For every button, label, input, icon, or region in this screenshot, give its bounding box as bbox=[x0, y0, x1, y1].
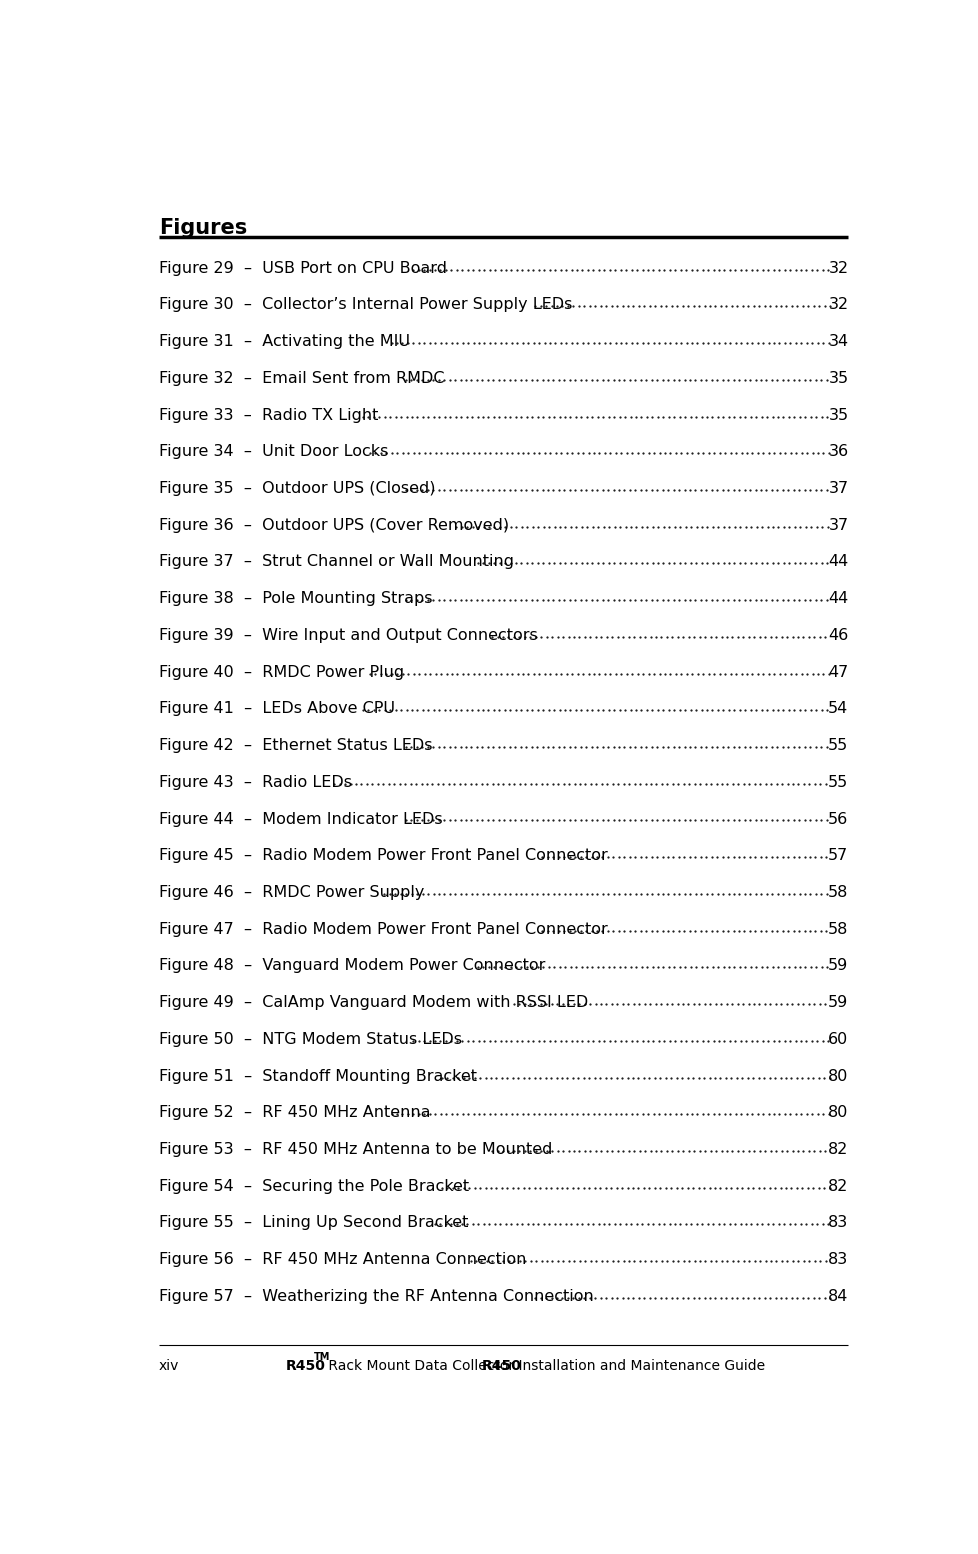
Text: Figure 48  –  Vanguard Modem Power Connector: Figure 48 – Vanguard Modem Power Connect… bbox=[158, 959, 545, 973]
Text: 58: 58 bbox=[827, 884, 848, 900]
Text: 84: 84 bbox=[827, 1288, 848, 1304]
Text: 82: 82 bbox=[827, 1142, 848, 1158]
Text: Figure 38  –  Pole Mounting Straps: Figure 38 – Pole Mounting Straps bbox=[158, 591, 432, 606]
Text: 55: 55 bbox=[827, 775, 848, 789]
Text: 35: 35 bbox=[827, 407, 848, 423]
Text: Figures: Figures bbox=[158, 218, 246, 238]
Text: Figure 41  –  LEDs Above CPU: Figure 41 – LEDs Above CPU bbox=[158, 701, 394, 716]
Text: 32: 32 bbox=[827, 261, 848, 275]
Text: 36: 36 bbox=[827, 444, 848, 460]
Text: 37: 37 bbox=[827, 517, 848, 533]
Text: Figure 37  –  Strut Channel or Wall Mounting: Figure 37 – Strut Channel or Wall Mounti… bbox=[158, 555, 513, 569]
Text: 34: 34 bbox=[827, 334, 848, 350]
Text: R450: R450 bbox=[481, 1360, 521, 1374]
Text: Figure 31  –  Activating the MIU: Figure 31 – Activating the MIU bbox=[158, 334, 410, 350]
Text: 54: 54 bbox=[827, 701, 848, 716]
Text: Figure 57  –  Weatherizing the RF Antenna Connection: Figure 57 – Weatherizing the RF Antenna … bbox=[158, 1288, 593, 1304]
Text: Figure 32  –  Email Sent from RMDC: Figure 32 – Email Sent from RMDC bbox=[158, 371, 444, 385]
Text: 83: 83 bbox=[827, 1215, 848, 1231]
Text: xiv: xiv bbox=[158, 1360, 179, 1374]
Text: 59: 59 bbox=[827, 995, 848, 1010]
Text: 82: 82 bbox=[827, 1179, 848, 1193]
Text: 55: 55 bbox=[827, 738, 848, 754]
Text: Figure 36  –  Outdoor UPS (Cover Removed): Figure 36 – Outdoor UPS (Cover Removed) bbox=[158, 517, 509, 533]
Text: Figure 40  –  RMDC Power Plug: Figure 40 – RMDC Power Plug bbox=[158, 665, 404, 679]
Text: Figure 50  –  NTG Modem Status LEDs: Figure 50 – NTG Modem Status LEDs bbox=[158, 1032, 462, 1047]
Text: 46: 46 bbox=[827, 628, 848, 643]
Text: Figure 29  –  USB Port on CPU Board: Figure 29 – USB Port on CPU Board bbox=[158, 261, 446, 275]
Text: 37: 37 bbox=[827, 482, 848, 496]
Text: Figure 54  –  Securing the Pole Bracket: Figure 54 – Securing the Pole Bracket bbox=[158, 1179, 468, 1193]
Text: 80: 80 bbox=[827, 1105, 848, 1120]
Text: Figure 47  –  Radio Modem Power Front Panel Connector: Figure 47 – Radio Modem Power Front Pane… bbox=[158, 922, 607, 937]
Text: Figure 46  –  RMDC Power Supply: Figure 46 – RMDC Power Supply bbox=[158, 884, 423, 900]
Text: 44: 44 bbox=[827, 555, 848, 569]
Text: R450: R450 bbox=[286, 1360, 325, 1374]
Text: 59: 59 bbox=[827, 959, 848, 973]
Text: Figure 34  –  Unit Door Locks: Figure 34 – Unit Door Locks bbox=[158, 444, 387, 460]
Text: 32: 32 bbox=[827, 297, 848, 312]
Text: 44: 44 bbox=[827, 591, 848, 606]
Text: 80: 80 bbox=[827, 1069, 848, 1083]
Text: Figure 53  –  RF 450 MHz Antenna to be Mounted: Figure 53 – RF 450 MHz Antenna to be Mou… bbox=[158, 1142, 552, 1158]
Text: Figure 35  –  Outdoor UPS (Closed): Figure 35 – Outdoor UPS (Closed) bbox=[158, 482, 435, 496]
Text: 47: 47 bbox=[827, 665, 848, 679]
Text: Rack Mount Data Collector Installation and Maintenance Guide: Rack Mount Data Collector Installation a… bbox=[324, 1360, 764, 1374]
Text: Figure 30  –  Collector’s Internal Power Supply LEDs: Figure 30 – Collector’s Internal Power S… bbox=[158, 297, 571, 312]
Text: Figure 49  –  CalAmp Vanguard Modem with RSSI LED: Figure 49 – CalAmp Vanguard Modem with R… bbox=[158, 995, 588, 1010]
Text: Figure 39  –  Wire Input and Output Connectors: Figure 39 – Wire Input and Output Connec… bbox=[158, 628, 537, 643]
Text: 60: 60 bbox=[827, 1032, 848, 1047]
Text: Figure 56  –  RF 450 MHz Antenna Connection: Figure 56 – RF 450 MHz Antenna Connectio… bbox=[158, 1253, 525, 1267]
Text: 57: 57 bbox=[827, 848, 848, 862]
Text: TM: TM bbox=[313, 1352, 330, 1361]
Text: Figure 51  –  Standoff Mounting Bracket: Figure 51 – Standoff Mounting Bracket bbox=[158, 1069, 476, 1083]
Text: 35: 35 bbox=[827, 371, 848, 385]
Text: Figure 43  –  Radio LEDs: Figure 43 – Radio LEDs bbox=[158, 775, 351, 789]
Text: Figure 44  –  Modem Indicator LEDs: Figure 44 – Modem Indicator LEDs bbox=[158, 811, 442, 827]
Text: 56: 56 bbox=[827, 811, 848, 827]
Text: 58: 58 bbox=[827, 922, 848, 937]
Text: Figure 42  –  Ethernet Status LEDs: Figure 42 – Ethernet Status LEDs bbox=[158, 738, 432, 754]
Text: 83: 83 bbox=[827, 1253, 848, 1267]
Text: Figure 45  –  Radio Modem Power Front Panel Connector: Figure 45 – Radio Modem Power Front Pane… bbox=[158, 848, 607, 862]
Text: Figure 55  –  Lining Up Second Bracket: Figure 55 – Lining Up Second Bracket bbox=[158, 1215, 467, 1231]
Text: Figure 52  –  RF 450 MHz Antenna: Figure 52 – RF 450 MHz Antenna bbox=[158, 1105, 430, 1120]
Text: Figure 33  –  Radio TX Light: Figure 33 – Radio TX Light bbox=[158, 407, 378, 423]
